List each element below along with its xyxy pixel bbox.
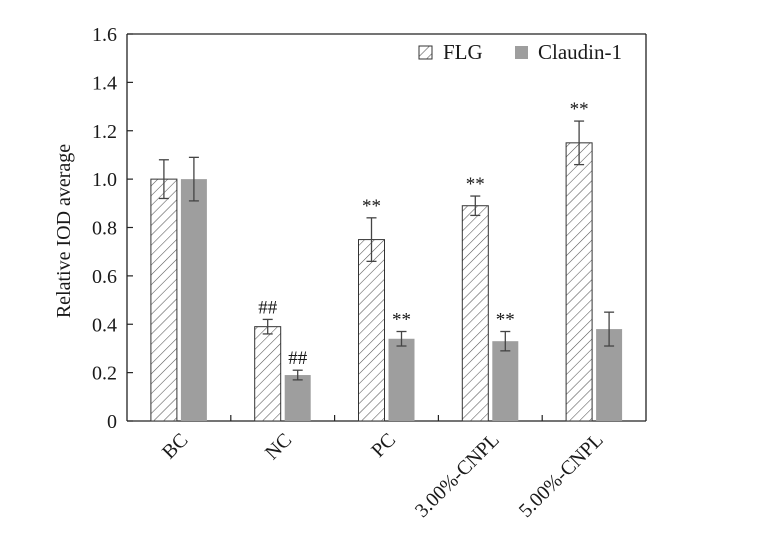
x-tick-label: 5.00%-CNPL (515, 429, 608, 522)
plot-area: 0 0.2 0.4 0.6 0.8 1.0 1.2 1.4 1.6 BC ## ## NC ** ** PC *… (92, 24, 647, 522)
legend-swatch-claudin-1 (515, 46, 528, 59)
y-tick-label: 1.6 (92, 24, 117, 46)
significance-marker: ## (288, 348, 308, 369)
bar-flg-nc (254, 326, 282, 422)
significance-marker: ## (258, 297, 278, 318)
y-axis-label: Relative IOD average (53, 144, 75, 318)
y-tick-label: 1.4 (92, 72, 117, 94)
significance-marker: ** (362, 196, 381, 217)
y-tick-label: 1.0 (92, 169, 117, 191)
bar-flg-bc (150, 178, 178, 422)
y-tick-label: 0 (107, 411, 117, 433)
x-tick-label: PC (367, 429, 400, 462)
y-tick-label: 0.4 (92, 314, 117, 336)
x-tick-label: BC (158, 429, 192, 463)
y-tick-label: 0.2 (92, 363, 117, 385)
bar-flg-3-00-cnpl (461, 205, 489, 422)
legend-label-claudin-1: Claudin-1 (538, 40, 622, 64)
bar-flg-pc (358, 239, 385, 422)
bar-claudin-1-3-00-cnpl (492, 341, 519, 421)
legend-swatch-flg (418, 45, 433, 60)
x-tick-label: 3.00%-CNPL (411, 429, 504, 522)
significance-marker: ** (570, 99, 589, 120)
y-tick-label: 0.6 (92, 266, 117, 288)
x-tick-label: NC (261, 429, 296, 464)
y-tick-label: 1.2 (92, 121, 117, 143)
bar-flg-5-00-cnpl (565, 142, 593, 422)
bar-claudin-1-bc (180, 179, 207, 421)
bar-claudin-1-nc (284, 375, 311, 421)
significance-marker: ** (496, 310, 515, 331)
significance-marker: ** (392, 310, 411, 331)
significance-marker: ** (466, 174, 485, 195)
bar-claudin-1-pc (388, 338, 415, 421)
y-tick-label: 0.8 (92, 218, 117, 240)
legend-label-flg: FLG (443, 40, 483, 64)
